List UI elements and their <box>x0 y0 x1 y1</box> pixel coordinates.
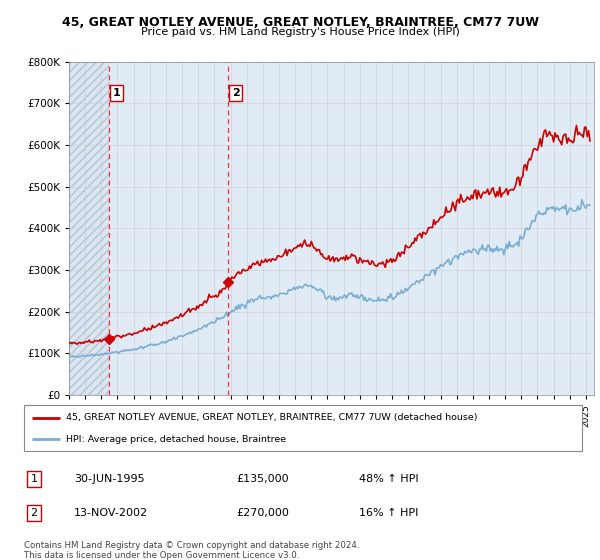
Text: Price paid vs. HM Land Registry's House Price Index (HPI): Price paid vs. HM Land Registry's House … <box>140 27 460 37</box>
Bar <box>229 62 594 395</box>
Text: 45, GREAT NOTLEY AVENUE, GREAT NOTLEY, BRAINTREE, CM77 7UW: 45, GREAT NOTLEY AVENUE, GREAT NOTLEY, B… <box>62 16 539 29</box>
Text: 2: 2 <box>31 508 38 518</box>
Text: 48% ↑ HPI: 48% ↑ HPI <box>359 474 418 484</box>
Text: 30-JUN-1995: 30-JUN-1995 <box>74 474 145 484</box>
Text: Contains HM Land Registry data © Crown copyright and database right 2024.
This d: Contains HM Land Registry data © Crown c… <box>24 541 359 560</box>
Text: 1: 1 <box>31 474 38 484</box>
Text: 16% ↑ HPI: 16% ↑ HPI <box>359 508 418 518</box>
Bar <box>109 62 229 395</box>
Text: 2: 2 <box>232 88 239 98</box>
Text: 1: 1 <box>113 88 121 98</box>
Text: £270,000: £270,000 <box>236 508 289 518</box>
FancyBboxPatch shape <box>24 405 582 451</box>
Text: HPI: Average price, detached house, Braintree: HPI: Average price, detached house, Brai… <box>66 435 286 444</box>
Text: 45, GREAT NOTLEY AVENUE, GREAT NOTLEY, BRAINTREE, CM77 7UW (detached house): 45, GREAT NOTLEY AVENUE, GREAT NOTLEY, B… <box>66 413 478 422</box>
Polygon shape <box>69 62 109 395</box>
Text: 13-NOV-2002: 13-NOV-2002 <box>74 508 148 518</box>
Text: £135,000: £135,000 <box>236 474 289 484</box>
